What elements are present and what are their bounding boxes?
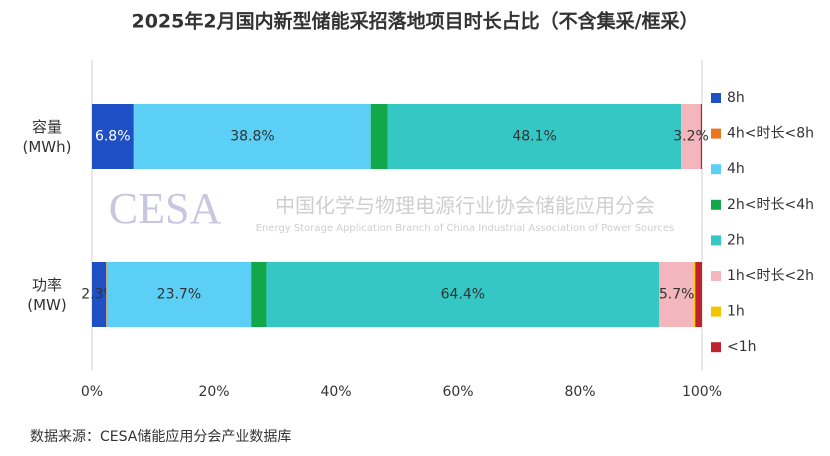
- bar-segment: [694, 262, 696, 327]
- bar-segment: [133, 104, 135, 169]
- legend-label: 1h<时长<2h: [727, 268, 814, 284]
- data-label: 6.8%: [95, 129, 131, 145]
- legend-swatch: [711, 199, 721, 210]
- watermark-name: 中国化学与物理电源行业协会储能应用分会: [275, 194, 655, 218]
- bar-segment: [106, 262, 252, 327]
- data-label: 38.8%: [230, 129, 274, 145]
- x-tick-label: 40%: [320, 384, 351, 400]
- legend-swatch: [711, 342, 721, 353]
- bar-segment: [370, 104, 388, 169]
- bar-segment: [659, 262, 695, 327]
- bar-segment: [134, 104, 371, 169]
- bar-segment: [681, 104, 701, 169]
- data-label: 5.7%: [659, 287, 695, 303]
- legend-swatch: [711, 128, 721, 139]
- x-tick-label: 0%: [81, 384, 103, 400]
- bar-segment: [695, 262, 702, 327]
- legend-swatch: [711, 271, 721, 281]
- y-tick-label: 功率 (MW): [27, 275, 67, 314]
- bar-segment: [700, 104, 702, 169]
- bar-segment: [106, 262, 107, 327]
- bar-segment: [251, 262, 267, 327]
- bar-segment: [92, 104, 134, 169]
- watermark-name-en: Energy Storage Application Branch of Chi…: [256, 223, 675, 234]
- legend-label: <1h: [727, 339, 757, 355]
- x-tick-label: 60%: [442, 384, 473, 400]
- legend-label: 4h: [727, 161, 745, 177]
- x-tick-label: 20%: [198, 384, 229, 400]
- data-label: 48.1%: [512, 129, 556, 145]
- legend-label: 2h: [727, 232, 745, 248]
- legend-label: 2h<时长<4h: [727, 197, 814, 213]
- bar-segment: [387, 104, 682, 169]
- bar-segment: [92, 262, 107, 327]
- legend-label: 8h: [727, 90, 745, 106]
- source: 数据来源：CESA储能应用分会产业数据库: [30, 428, 291, 445]
- data-label: 3.2%: [673, 129, 709, 145]
- legend-label: 4h<时长<8h: [727, 126, 814, 142]
- y-tick-label: 容量 (MWh): [22, 117, 72, 156]
- x-tick-label: 80%: [564, 384, 595, 400]
- x-tick-label: 100%: [682, 384, 722, 400]
- chart-title: 2025年2月国内新型储能采招落地项目时长占比（不含集采/框采）: [131, 10, 698, 33]
- legend-swatch: [711, 235, 721, 246]
- data-label: 23.7%: [157, 287, 201, 303]
- legend-swatch: [711, 306, 721, 317]
- legend-label: 1h: [727, 304, 745, 320]
- legend-swatch: [711, 164, 721, 175]
- watermark-logo: CESA: [109, 184, 222, 233]
- data-label: 64.4%: [441, 287, 485, 303]
- bar-segment: [266, 262, 660, 327]
- legend-swatch: [711, 93, 721, 103]
